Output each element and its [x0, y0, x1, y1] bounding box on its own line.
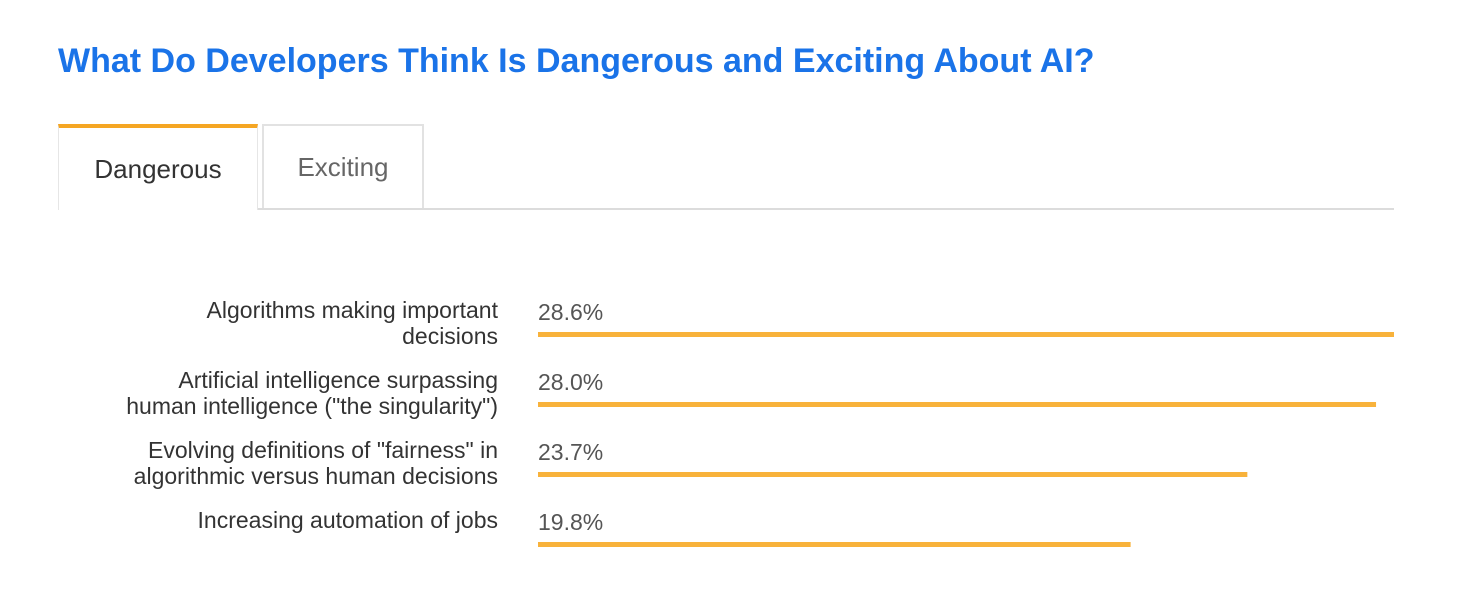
- category-label-line: decisions: [402, 323, 498, 349]
- category-label: Evolving definitions of "fairness" in alg…: [134, 437, 498, 489]
- bar: [538, 332, 1394, 337]
- bar: [538, 402, 1377, 407]
- value-label: 23.7%: [538, 439, 603, 465]
- category-label-line: Evolving definitions of "fairness" in: [148, 437, 498, 463]
- tab-dangerous[interactable]: Dangerous: [58, 124, 258, 210]
- category-label-line: Artificial intelligence surpassing: [178, 367, 498, 393]
- category-label-line: algorithmic versus human decisions: [134, 463, 498, 489]
- category-label-line: Increasing automation of jobs: [198, 507, 498, 533]
- page-title: What Do Developers Think Is Dangerous an…: [58, 42, 1095, 80]
- category-label-line: Algorithms making important: [207, 297, 499, 323]
- value-label: 28.0%: [538, 369, 603, 395]
- category-label: Artificial intelligence surpassing human …: [126, 367, 498, 419]
- bar: [538, 542, 1131, 547]
- category-label: Increasing automation of jobs: [198, 507, 498, 533]
- tab-bar-divider: [58, 208, 1394, 210]
- value-label: 28.6%: [538, 299, 603, 325]
- tab-bar: Dangerous Exciting: [58, 124, 1394, 210]
- bar: [538, 472, 1248, 477]
- value-label: 19.8%: [538, 509, 603, 535]
- category-label: Algorithms making important decisions: [207, 297, 499, 349]
- category-label-line: human intelligence ("the singularity"): [126, 393, 498, 419]
- tab-exciting[interactable]: Exciting: [262, 124, 424, 208]
